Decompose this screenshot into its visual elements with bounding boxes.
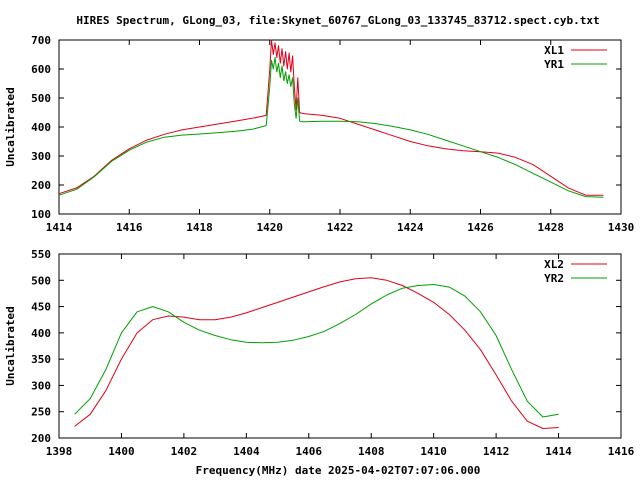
top-x-tick-label: 1418 [186, 221, 213, 234]
legend-label-yr1: YR1 [544, 58, 564, 71]
top-y-tick-label: 600 [31, 63, 51, 76]
top-series-lines [58, 39, 604, 198]
top-spectrum-panel: 1414 1416 1418 1420 1422 1424 1426 1428 1430 100… [4, 34, 634, 234]
bottom-x-tick-label: 1416 [608, 445, 635, 458]
bottom-x-tick-label: 1414 [545, 445, 572, 458]
bottom-x-tick-label: 1404 [233, 445, 260, 458]
bottom-x-tick-label: 1398 [46, 445, 73, 458]
top-x-tick-label: 1416 [116, 221, 143, 234]
top-y-axis-ticks: 100 200 300 400 500 600 700 [31, 34, 621, 221]
bottom-x-tick-label: 1410 [420, 445, 447, 458]
legend-label-xl2: XL2 [544, 258, 564, 271]
top-x-tick-label: 1424 [397, 221, 424, 234]
bottom-y-axis-ticks: 200 250 300 350 400 450 500 550 [31, 248, 621, 445]
top-plot-frame [58, 39, 622, 215]
top-x-tick-label: 1420 [257, 221, 284, 234]
bottom-x-axis-label: Frequency(MHz) date 2025-04-02T07:07:06.… [196, 464, 481, 477]
bottom-x-tick-label: 1408 [358, 445, 385, 458]
bottom-x-tick-label: 1412 [483, 445, 510, 458]
bottom-series-lines [74, 277, 559, 429]
bottom-x-tick-label: 1402 [171, 445, 198, 458]
series-line-xl2 [74, 277, 559, 429]
legend-label-yr2: YR2 [544, 272, 564, 285]
top-y-tick-label: 400 [31, 121, 51, 134]
top-x-tick-label: 1414 [46, 221, 73, 234]
bottom-y-tick-label: 250 [31, 406, 51, 419]
top-x-tick-label: 1430 [608, 221, 635, 234]
top-x-axis-ticks: 1414 1416 1418 1420 1422 1424 1426 1428 1430 [46, 40, 635, 234]
bottom-y-tick-label: 450 [31, 301, 51, 314]
top-y-tick-label: 100 [31, 208, 51, 221]
chart-title: HIRES Spectrum, GLong_03, file:Skynet_60… [76, 14, 599, 27]
series-line-xl1 [58, 39, 604, 196]
bottom-y-axis-label: Uncalibrated [4, 306, 17, 385]
top-x-tick-label: 1428 [538, 221, 565, 234]
bottom-y-tick-label: 350 [31, 353, 51, 366]
bottom-y-tick-label: 500 [31, 274, 51, 287]
bottom-spectrum-panel: 1398 1400 1402 1404 1406 1408 1410 1412 1414 1416… [4, 248, 635, 477]
top-x-tick-label: 1426 [467, 221, 494, 234]
top-y-tick-label: 700 [31, 34, 51, 47]
bottom-y-tick-label: 550 [31, 248, 51, 261]
bottom-y-tick-label: 200 [31, 432, 51, 445]
top-y-axis-label: Uncalibrated [4, 87, 17, 166]
top-y-tick-label: 200 [31, 179, 51, 192]
bottom-x-tick-label: 1400 [108, 445, 135, 458]
top-y-tick-label: 500 [31, 92, 51, 105]
top-y-tick-label: 300 [31, 150, 51, 163]
series-line-yr2 [74, 284, 559, 418]
legend-label-xl1: XL1 [544, 44, 564, 57]
series-line-yr1 [58, 56, 604, 198]
bottom-x-axis-ticks: 1398 1400 1402 1404 1406 1408 1410 1412 1414 1416 [46, 254, 635, 458]
bottom-y-tick-label: 300 [31, 379, 51, 392]
bottom-y-tick-label: 400 [31, 327, 51, 340]
bottom-x-tick-label: 1406 [296, 445, 323, 458]
top-x-tick-label: 1422 [327, 221, 354, 234]
bottom-plot-frame [58, 253, 622, 439]
